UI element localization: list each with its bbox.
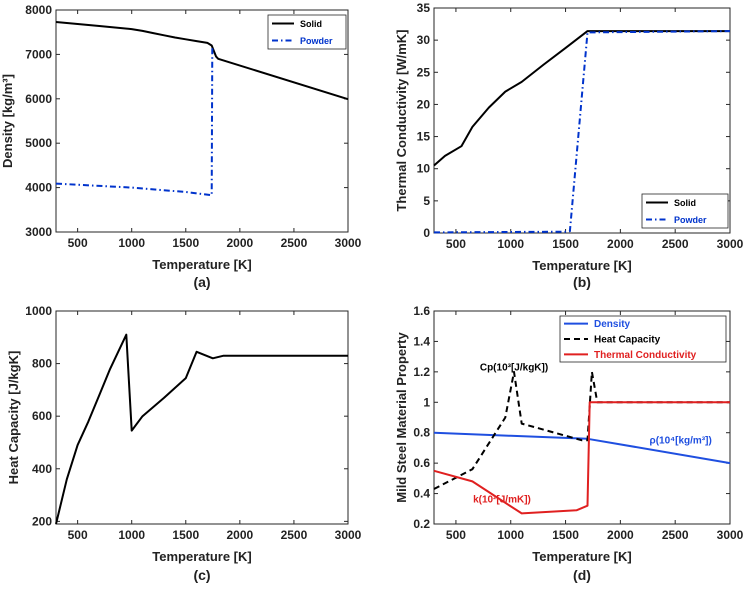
- series-line: [433, 431, 731, 465]
- x-axis-label: Temperature [K]: [152, 549, 251, 564]
- x-tick-label: 1000: [497, 528, 524, 542]
- panel-caption: (b): [573, 274, 591, 290]
- y-axis-label: Density [kg/m³]: [0, 74, 15, 168]
- series-line: [433, 30, 730, 167]
- y-tick-label: 1: [423, 395, 430, 409]
- y-tick-label: 0: [423, 226, 430, 240]
- x-axis-label: Temperature [K]: [532, 258, 631, 273]
- x-tick-label: 2500: [281, 528, 308, 542]
- x-tick-label: 2000: [607, 528, 634, 542]
- series-line: [55, 333, 348, 525]
- x-tick-label: 1000: [497, 237, 524, 251]
- y-tick-label: 1.2: [413, 365, 430, 379]
- x-tick-label: 500: [68, 528, 88, 542]
- legend: Density Heat Capacity Thermal Conductivity: [559, 315, 727, 363]
- x-tick-label: 1000: [118, 528, 145, 542]
- y-tick-label: 1000: [25, 304, 52, 318]
- x-axis-label: Temperature [K]: [152, 257, 251, 272]
- y-tick-label: 600: [32, 409, 52, 423]
- x-tick-label: 1000: [118, 236, 145, 250]
- y-tick-label: 200: [32, 514, 52, 528]
- y-tick-label: 5: [423, 194, 430, 208]
- y-tick-label: 35: [417, 1, 431, 15]
- legend-label: Density: [594, 319, 631, 330]
- series-line: [55, 45, 214, 197]
- legend-box: [641, 193, 729, 229]
- series-line: [433, 30, 731, 234]
- x-axis-label: Temperature [K]: [532, 549, 631, 564]
- y-tick-label: 15: [417, 130, 431, 144]
- x-tick-label: 2000: [227, 528, 254, 542]
- annotation-label: Cp(10³[J/kgK]): [480, 362, 548, 373]
- x-tick-label: 3000: [335, 528, 362, 542]
- y-tick-label: 10: [417, 162, 431, 176]
- x-tick-label: 500: [446, 237, 466, 251]
- y-axis-label: Heat Capacity [J/kgK]: [6, 351, 21, 485]
- y-tick-label: 400: [32, 462, 52, 476]
- panel-caption: (d): [573, 567, 591, 583]
- chart-panel: 500 1000 1500 2000 2500 3000 200 400 600 800 1000 T…: [6, 304, 362, 583]
- y-tick-label: 30: [417, 33, 431, 47]
- legend-label: Powder: [674, 215, 707, 225]
- x-tick-label: 2500: [662, 237, 689, 251]
- panel-caption: (c): [193, 567, 210, 583]
- y-tick-label: 0.2: [413, 517, 430, 531]
- chart-panel: 500 1000 1500 2000 2500 3000 0.2 0.4 0.6 0.8 1 1.2 1…: [394, 304, 744, 583]
- y-tick-label: 6000: [25, 92, 52, 106]
- y-axis-label: Thermal Conductivity [W/mK]: [394, 29, 409, 211]
- x-tick-label: 500: [446, 528, 466, 542]
- x-tick-label: 500: [68, 236, 88, 250]
- x-tick-label: 1500: [172, 236, 199, 250]
- annotation-label: ρ(10⁴[kg/m³]): [650, 435, 712, 446]
- y-tick-label: 3000: [25, 225, 52, 239]
- series-line: [55, 21, 349, 101]
- y-tick-label: 5000: [25, 136, 52, 150]
- legend: Solid Powder: [641, 193, 729, 229]
- legend-label: Solid: [674, 198, 696, 208]
- x-tick-label: 2500: [662, 528, 689, 542]
- y-tick-label: 25: [417, 65, 431, 79]
- chart-panel: 500 1000 1500 2000 2500 3000 3000 4000 5000 6000 7…: [0, 3, 362, 290]
- y-tick-label: 8000: [25, 3, 52, 17]
- y-tick-label: 4000: [25, 181, 52, 195]
- legend-label: Powder: [300, 36, 333, 46]
- x-tick-label: 2500: [281, 236, 308, 250]
- legend-box: [267, 14, 347, 50]
- annotation-label: k(10²[J/mK]): [473, 495, 531, 506]
- chart-panel: 500 1000 1500 2000 2500 3000 0 5 10 15 20 25 30 35 Tem…: [394, 1, 744, 290]
- y-axis-label: Mild Steel Material Property: [394, 331, 409, 502]
- series-line: [433, 370, 730, 490]
- x-tick-label: 2000: [227, 236, 254, 250]
- x-tick-label: 1500: [552, 237, 579, 251]
- legend-label: Thermal Conductivity: [594, 350, 697, 361]
- plot-frame: [55, 310, 349, 525]
- x-tick-label: 3000: [717, 528, 744, 542]
- y-tick-label: 0.6: [413, 456, 430, 470]
- legend: Solid Powder: [267, 14, 347, 50]
- y-tick-label: 1.6: [413, 304, 430, 318]
- panel-caption: (a): [193, 274, 210, 290]
- y-tick-label: 20: [417, 97, 431, 111]
- x-tick-label: 3000: [717, 237, 744, 251]
- legend-label: Solid: [300, 19, 322, 29]
- y-tick-label: 0.8: [413, 426, 430, 440]
- y-tick-label: 7000: [25, 47, 52, 61]
- y-tick-label: 0.4: [413, 487, 430, 501]
- series-line: [433, 401, 730, 515]
- y-tick-label: 800: [32, 357, 52, 371]
- y-tick-label: 1.4: [413, 334, 430, 348]
- x-tick-label: 3000: [335, 236, 362, 250]
- legend-label: Heat Capacity: [594, 335, 661, 346]
- x-tick-label: 1500: [172, 528, 199, 542]
- x-tick-label: 1500: [552, 528, 579, 542]
- x-tick-label: 2000: [607, 237, 634, 251]
